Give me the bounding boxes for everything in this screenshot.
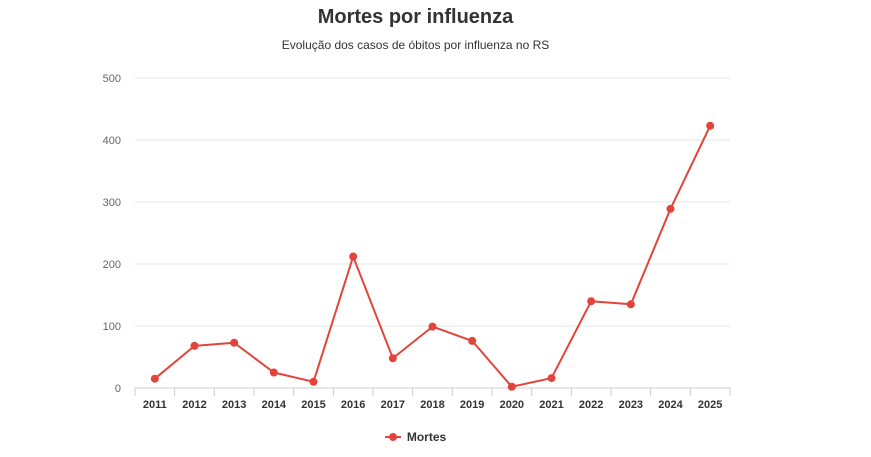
y-tick-label-100: 100: [103, 321, 121, 333]
x-tick-label-2019: 2019: [460, 399, 484, 411]
chart-title: Mortes por influenza: [317, 6, 514, 28]
data-point-2024: [666, 204, 675, 213]
data-point-2014: [269, 368, 278, 377]
data-point-2015: [309, 377, 318, 386]
data-point-2025: [706, 121, 715, 130]
data-point-2013: [230, 338, 239, 347]
y-tick-label-300: 300: [103, 197, 121, 209]
data-point-2016: [349, 252, 358, 261]
x-tick-label-2011: 2011: [143, 399, 167, 411]
data-point-2018: [428, 322, 437, 331]
data-point-2017: [388, 354, 397, 363]
legend-label: Mortes: [406, 430, 447, 444]
data-point-2021: [547, 374, 556, 383]
data-point-2019: [468, 336, 477, 345]
x-tick-label-2023: 2023: [619, 399, 643, 411]
x-tick-label-2022: 2022: [579, 399, 603, 411]
y-tick-label-200: 200: [103, 259, 121, 271]
x-tick-label-2016: 2016: [341, 399, 365, 411]
x-tick-label-2025: 2025: [698, 399, 722, 411]
legend-marker-icon: [384, 432, 401, 442]
legend-item-mortes[interactable]: Mortes: [384, 430, 447, 444]
data-point-2011: [150, 374, 159, 383]
x-tick-label-2018: 2018: [420, 399, 444, 411]
x-tick-label-2013: 2013: [222, 399, 246, 411]
data-point-2023: [626, 300, 635, 309]
data-point-2022: [587, 297, 596, 306]
x-tick-label-2021: 2021: [539, 399, 563, 411]
x-tick-label-2017: 2017: [381, 399, 405, 411]
data-point-2020: [507, 382, 516, 391]
series-line-mortes: [154, 125, 712, 388]
x-tick-label-2024: 2024: [658, 399, 683, 411]
x-tick-label-2014: 2014: [262, 399, 287, 411]
y-tick-label-500: 500: [103, 73, 121, 85]
y-tick-label-0: 0: [115, 383, 121, 395]
y-tick-label-400: 400: [103, 135, 121, 147]
data-point-2012: [190, 341, 199, 350]
x-tick-label-2015: 2015: [301, 399, 325, 411]
legend[interactable]: Mortes: [0, 430, 831, 445]
x-tick-label-2012: 2012: [182, 399, 206, 411]
x-tick-label-2020: 2020: [500, 399, 524, 411]
chart-subtitle: Evolução dos casos de óbitos por influen…: [281, 38, 550, 52]
